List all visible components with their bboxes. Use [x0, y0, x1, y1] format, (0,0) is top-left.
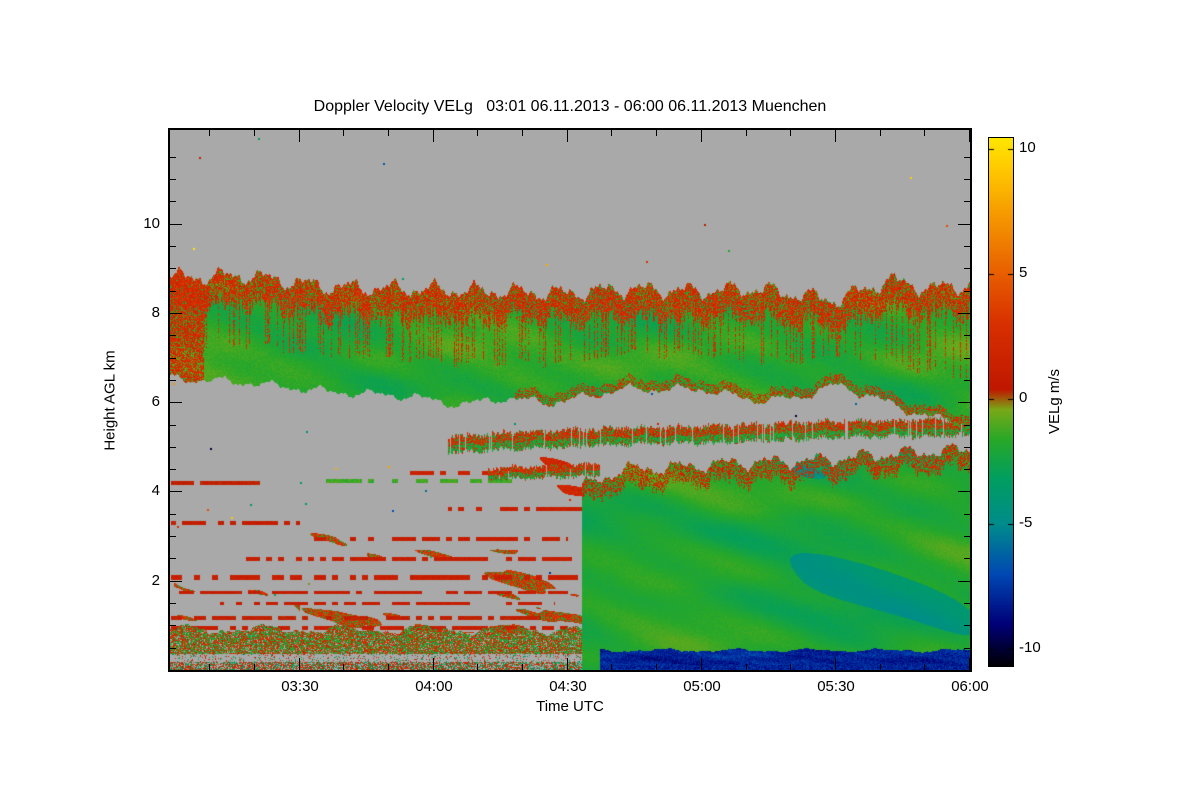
x-tick-label: 04:30 — [549, 678, 587, 695]
colorbar — [988, 137, 1014, 667]
y-axis-label-wrap: Height AGL km — [95, 130, 125, 670]
chart-title: Doppler Velocity VELg 03:01 06.11.2013 -… — [313, 98, 827, 115]
y-axis-label: Height AGL km — [101, 349, 119, 451]
x-tick-label: 05:30 — [817, 678, 855, 695]
x-tick-label: 03:30 — [281, 678, 319, 695]
heatmap-canvas — [170, 130, 970, 670]
x-tick-label: 04:00 — [415, 678, 453, 695]
x-axis-label: Time UTC — [536, 698, 604, 715]
x-tick-label: 06:00 — [951, 678, 989, 695]
colorbar-label: VELg m/s — [1046, 368, 1064, 434]
plot-area — [168, 128, 972, 672]
x-tick-label: 05:00 — [683, 678, 721, 695]
colorbar-label-wrap: VELg m/s — [1038, 137, 1072, 665]
